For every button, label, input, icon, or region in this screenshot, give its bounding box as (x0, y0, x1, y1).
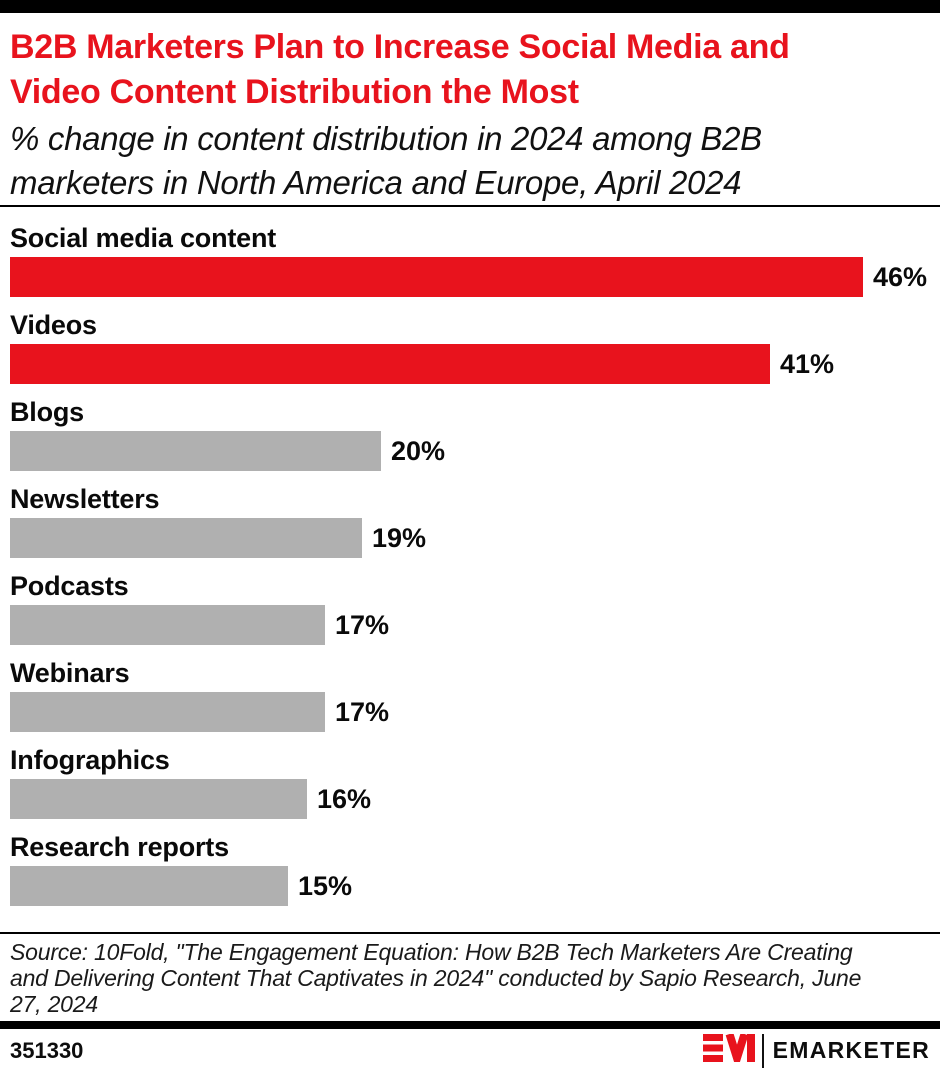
chart-subtitle-line-1: % change in content distribution in 2024… (10, 120, 762, 157)
bar (10, 257, 863, 297)
bar-label: Newsletters (10, 484, 160, 514)
bar-rows: Social media content 46% Videos 41% Blog… (10, 220, 930, 916)
bar-line: 16% (10, 779, 930, 819)
source-line-1: Source: 10Fold, "The Engagement Equation… (10, 939, 853, 965)
bar-row: Newsletters 19% (10, 481, 930, 568)
bar-line: 20% (10, 431, 930, 471)
chart-title-line-1: B2B Marketers Plan to Increase Social Me… (10, 28, 790, 66)
bar-label: Podcasts (10, 571, 129, 601)
bar-row: Videos 41% (10, 307, 930, 394)
bar-value: 16% (317, 783, 372, 814)
bar (10, 866, 288, 906)
bar-label: Research reports (10, 832, 229, 862)
bar-value: 15% (298, 870, 353, 901)
emarketer-monogram-icon (702, 1032, 755, 1072)
bar (10, 431, 381, 471)
bottom-accent-bar (0, 1021, 940, 1029)
source-line-3: 27, 2024 (10, 991, 98, 1017)
source-line-2: and Delivering Content That Captivates i… (10, 965, 862, 991)
bar-row: Research reports 15% (10, 829, 930, 916)
chart-header: B2B Marketers Plan to Increase Social Me… (0, 13, 940, 205)
bar-value: 17% (335, 609, 390, 640)
chart-title: B2B Marketers Plan to Increase Social Me… (10, 25, 930, 115)
header-divider (0, 205, 940, 207)
bar-value: 19% (372, 522, 427, 553)
bar-label: Webinars (10, 658, 130, 688)
bar-label: Videos (10, 310, 97, 340)
chart-subtitle-line-2: marketers in North America and Europe, A… (10, 164, 742, 201)
bar-label: Blogs (10, 397, 85, 427)
bar (10, 344, 770, 384)
source-block: Source: 10Fold, "The Engagement Equation… (0, 934, 940, 1021)
bar-value: 41% (780, 348, 835, 379)
emarketer-wordmark: EMARKETER (772, 1037, 930, 1063)
chart-id: 351330 (10, 1037, 84, 1063)
bar-line: 17% (10, 605, 930, 645)
chart-title-line-2: Video Content Distribution the Most (10, 73, 579, 111)
bar-chart: Social media content 46% Videos 41% Blog… (0, 207, 940, 916)
top-accent-bar (0, 0, 940, 13)
bar-row: Podcasts 17% (10, 568, 930, 655)
bar-label: Social media content (10, 223, 277, 253)
bar (10, 605, 325, 645)
footer: 351330 EMARKETER (0, 1029, 940, 1072)
bar (10, 779, 307, 819)
bar (10, 692, 325, 732)
logo-divider (761, 1033, 764, 1068)
bar-line: 46% (10, 257, 930, 297)
bar-value: 20% (391, 435, 446, 466)
bar (10, 518, 362, 558)
bar-label: Infographics (10, 745, 170, 775)
bar-line: 19% (10, 518, 930, 558)
emarketer-logo: EMARKETER (702, 1032, 930, 1072)
bar-value: 46% (873, 261, 928, 292)
bar-row: Social media content 46% (10, 220, 930, 307)
bar-value: 17% (335, 696, 390, 727)
bar-line: 41% (10, 344, 930, 384)
bar-line: 15% (10, 866, 930, 906)
bar-row: Infographics 16% (10, 742, 930, 829)
chart-subtitle: % change in content distribution in 2024… (10, 117, 930, 205)
bar-row: Webinars 17% (10, 655, 930, 742)
source-divider (0, 932, 940, 934)
bar-row: Blogs 20% (10, 394, 930, 481)
bar-line: 17% (10, 692, 930, 732)
